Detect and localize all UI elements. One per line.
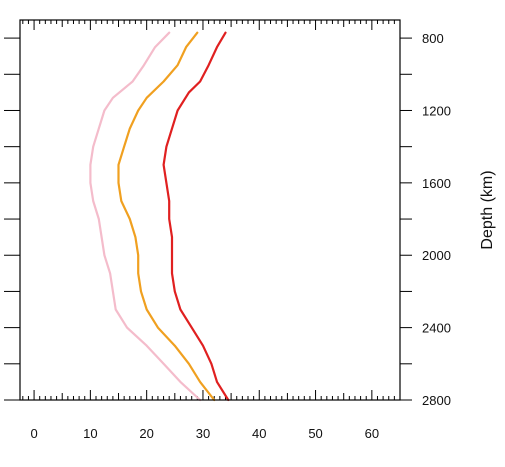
series-line-2	[117, 31, 216, 402]
y-tick-label: 1200	[422, 103, 451, 118]
series-line-1	[89, 31, 202, 402]
y-tick-label: 1600	[422, 176, 451, 191]
plot-frame	[19, 19, 401, 401]
y-tick-label: 800	[422, 31, 444, 46]
x-tick-labels: 0 10 20 30 40 50 60	[30, 426, 379, 441]
y-tick-label: 2400	[422, 321, 451, 336]
major-ticks	[4, 20, 412, 401]
y-tick-label: 2000	[422, 248, 451, 263]
y-tick-labels: 800 1200 1600 2000 2400 2800	[422, 31, 451, 408]
x-tick-label: 10	[83, 426, 97, 441]
x-tick-label: 60	[365, 426, 379, 441]
x-tick-label: 40	[252, 426, 266, 441]
y-axis-title: Depth (km)	[479, 170, 496, 249]
x-tick-label: 0	[30, 426, 37, 441]
minor-ticks	[22, 20, 401, 400]
series-line-3	[162, 31, 230, 402]
x-tick-label: 30	[196, 426, 210, 441]
series-layer	[89, 31, 230, 402]
x-tick-label: 50	[308, 426, 322, 441]
x-tick-label: 20	[139, 426, 153, 441]
y-tick-label: 2800	[422, 393, 451, 408]
